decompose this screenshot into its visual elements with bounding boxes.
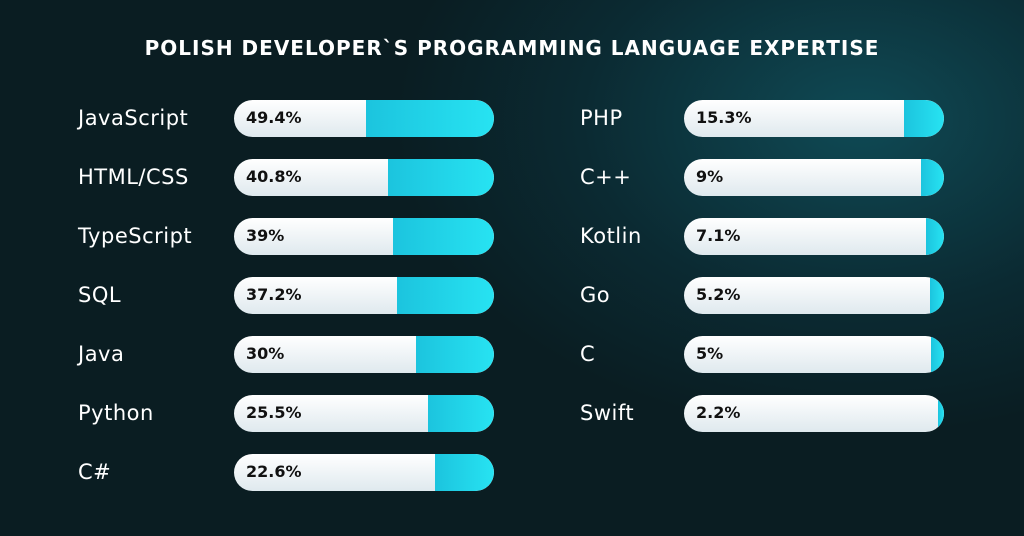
bar-fill: [904, 100, 944, 137]
bar-track: 37.2%: [234, 277, 494, 314]
bar-track: 22.6%: [234, 454, 494, 491]
bar-track: 25.5%: [234, 395, 494, 432]
value-label: 49.4%: [246, 108, 302, 127]
category-label: Kotlin: [580, 224, 642, 248]
bar-track: 2.2%: [684, 395, 944, 432]
bar-track: 39%: [234, 218, 494, 255]
bar-track: 49.4%: [234, 100, 494, 137]
category-label: C++: [580, 165, 632, 189]
bar-fill: [435, 454, 494, 491]
category-label: Java: [78, 342, 125, 366]
bar-track: 30%: [234, 336, 494, 373]
value-label: 25.5%: [246, 403, 302, 422]
bar-fill: [387, 159, 494, 196]
category-label: TypeScript: [78, 224, 193, 248]
bar-fill: [931, 336, 944, 373]
chart-title: POLISH DEVELOPER`S PROGRAMMING LANGUAGE …: [144, 36, 880, 60]
value-label: 5.2%: [696, 285, 741, 304]
bar-track: 7.1%: [684, 218, 944, 255]
bar-track: 5%: [684, 336, 944, 373]
value-label: 39%: [246, 226, 285, 245]
bar-fill: [920, 159, 944, 196]
value-label: 9%: [696, 167, 724, 186]
value-label: 30%: [246, 344, 285, 363]
bar-fill: [397, 277, 494, 314]
bar-fill: [925, 218, 944, 255]
value-label: 15.3%: [696, 108, 752, 127]
value-label: 7.1%: [696, 226, 741, 245]
bar-fill: [938, 395, 944, 432]
category-label: Go: [580, 283, 611, 307]
value-label: 37.2%: [246, 285, 302, 304]
bar-track: 5.2%: [684, 277, 944, 314]
bar-track: 40.8%: [234, 159, 494, 196]
category-label: Swift: [580, 401, 635, 425]
bar-fill: [365, 100, 494, 137]
bar-fill: [427, 395, 494, 432]
category-label: SQL: [78, 283, 122, 307]
bar-track: 15.3%: [684, 100, 944, 137]
category-label: JavaScript: [78, 106, 189, 130]
category-label: Python: [78, 401, 154, 425]
value-label: 2.2%: [696, 403, 741, 422]
value-label: 22.6%: [246, 462, 302, 481]
value-label: 40.8%: [246, 167, 302, 186]
category-label: HTML/CSS: [78, 165, 189, 189]
bar-fill: [392, 218, 494, 255]
value-label: 5%: [696, 344, 724, 363]
category-label: C#: [78, 460, 112, 484]
bar-fill: [416, 336, 494, 373]
category-label: PHP: [580, 106, 623, 130]
category-label: C: [580, 342, 596, 366]
bar-track: 9%: [684, 159, 944, 196]
bar-fill: [930, 277, 944, 314]
